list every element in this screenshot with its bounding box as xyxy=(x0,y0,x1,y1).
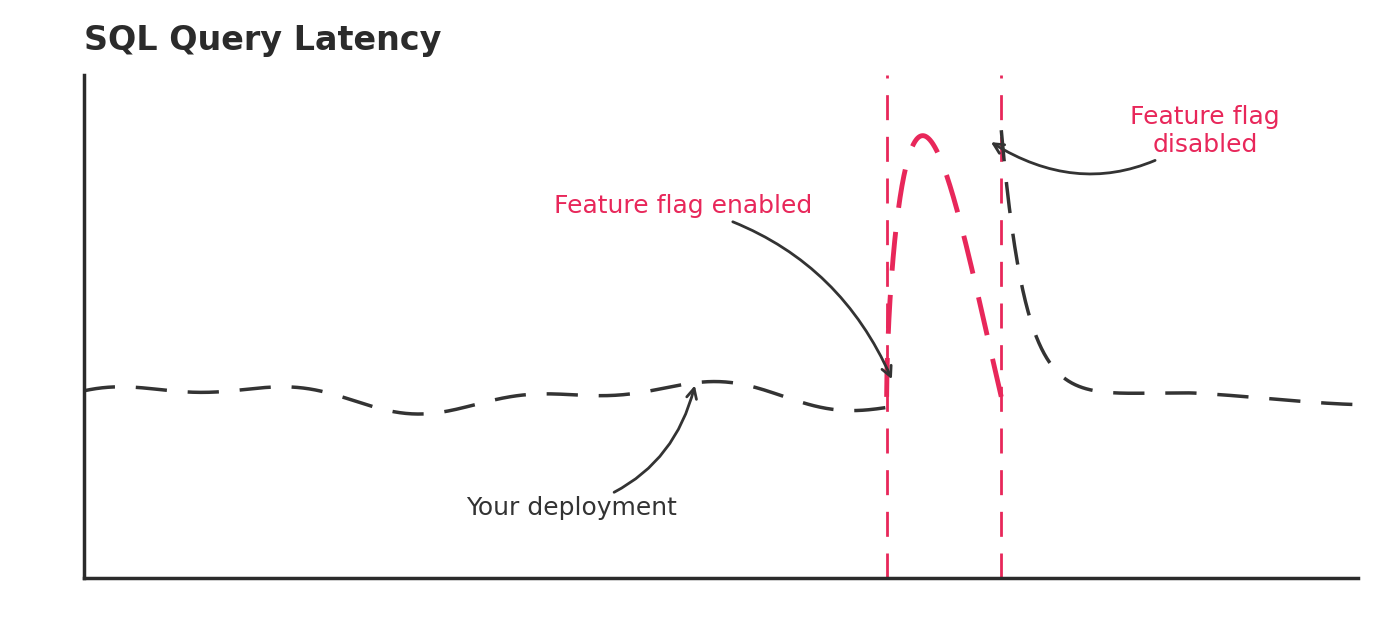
Text: Your deployment: Your deployment xyxy=(466,389,696,521)
Text: Feature flag enabled: Feature flag enabled xyxy=(553,194,892,376)
Text: Feature flag
disabled: Feature flag disabled xyxy=(994,105,1280,174)
Text: SQL Query Latency: SQL Query Latency xyxy=(84,24,441,57)
